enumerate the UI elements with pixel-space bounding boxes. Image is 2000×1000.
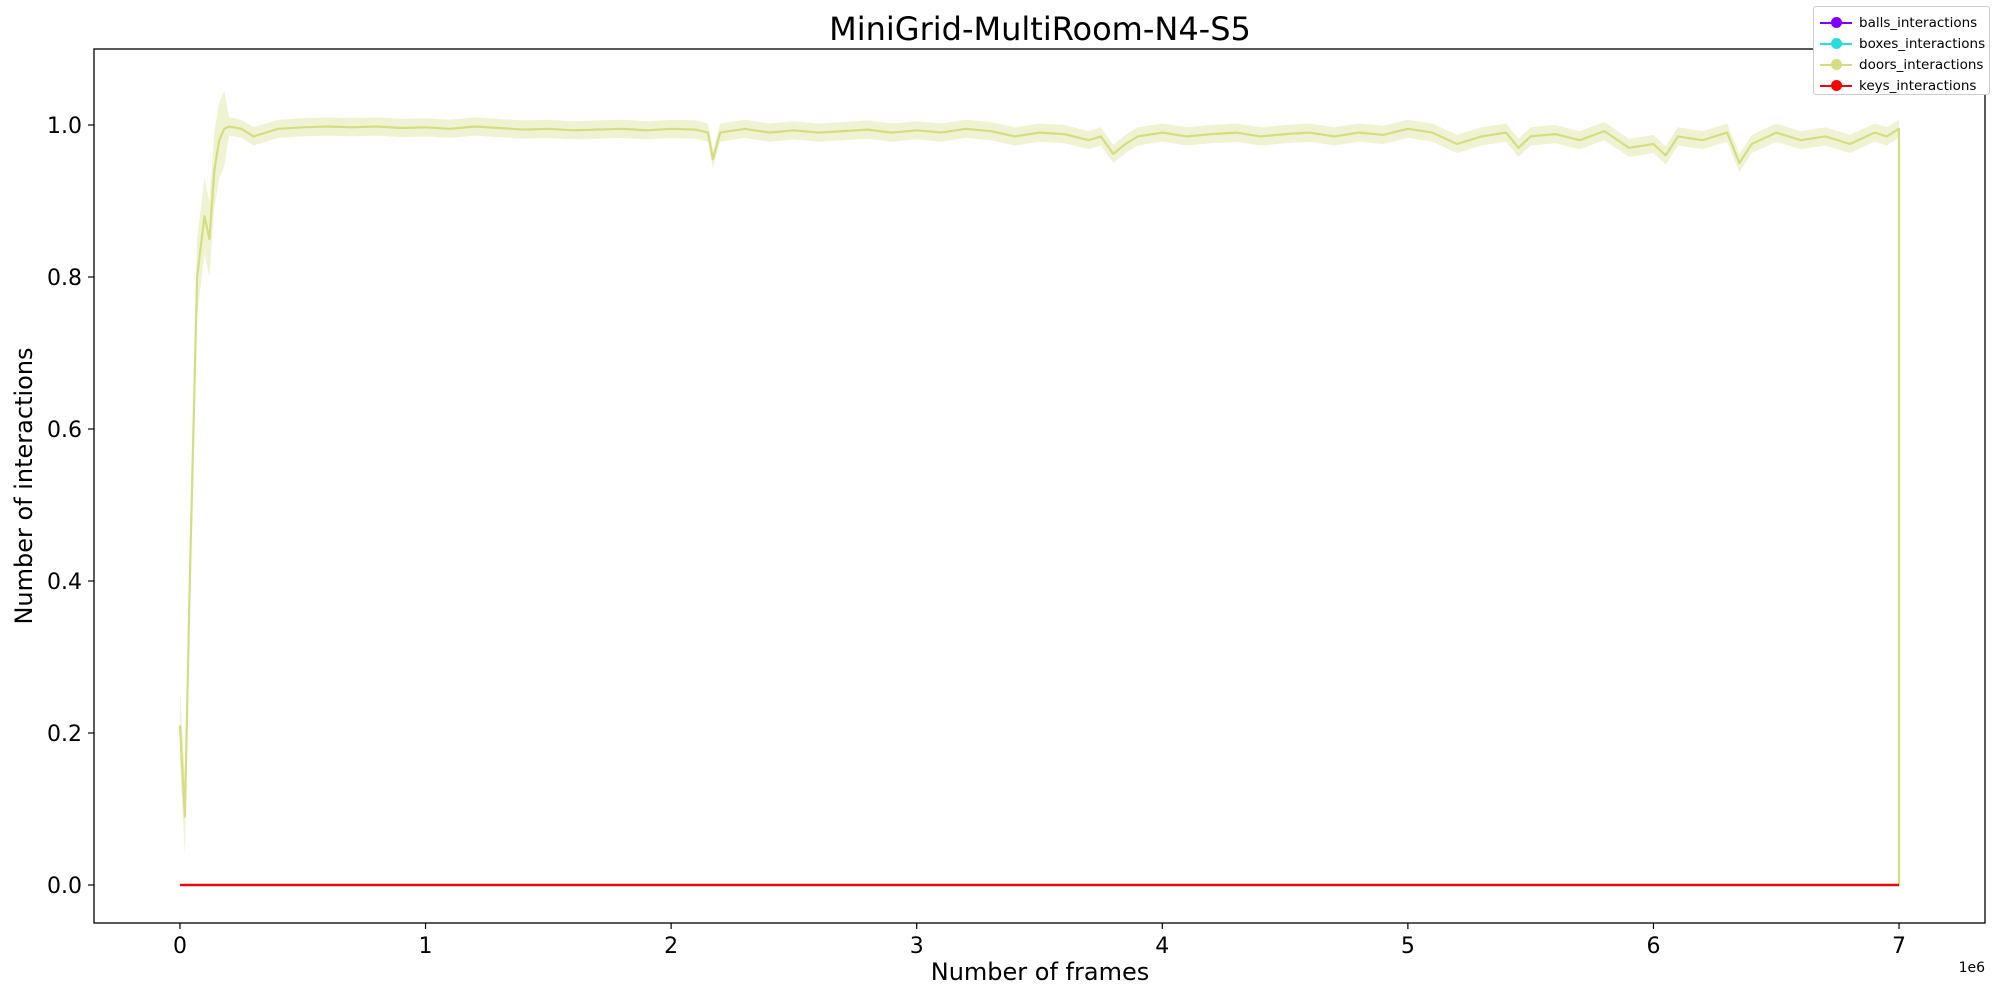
x-tick-label: 2 — [664, 934, 678, 959]
legend-swatch — [1820, 59, 1852, 70]
doors-interactions-band — [180, 90, 1899, 886]
y-tick-label: 0.2 — [47, 722, 82, 747]
y-tick-label: 0.8 — [47, 266, 82, 291]
y-tick-label: 0.0 — [47, 874, 82, 899]
x-tick-label: 7 — [1892, 934, 1906, 959]
x-tick-label: 1 — [419, 934, 433, 959]
doors-interactions-line — [178, 125, 1901, 885]
x-tick-label: 0 — [173, 934, 187, 959]
legend-swatch — [1820, 80, 1852, 91]
y-axis-label: Number of interactions — [10, 347, 38, 624]
chart-title: MiniGrid-MultiRoom-N4-S5 — [829, 10, 1251, 48]
legend-swatch — [1820, 38, 1852, 49]
legend-item-balls-interactions: balls_interactions — [1820, 13, 1977, 33]
legend-item-keys-interactions: keys_interactions — [1820, 76, 1976, 96]
y-tick-label: 1.0 — [47, 114, 82, 139]
y-tick-label: 0.4 — [47, 570, 82, 595]
y-axis: 0.0 0.2 0.4 0.6 0.8 1.0 — [47, 114, 94, 899]
x-axis-label: Number of frames — [931, 958, 1149, 986]
x-tick-label: 5 — [1401, 934, 1415, 959]
legend-label: boxes_interactions — [1859, 36, 1986, 52]
legend-item-doors-interactions: doors_interactions — [1820, 55, 1983, 75]
x-axis-offset-label: 1e6 — [1959, 960, 1986, 976]
x-tick-label: 3 — [910, 934, 924, 959]
x-tick-label: 6 — [1646, 934, 1660, 959]
axes-frame — [93, 48, 1986, 924]
legend-swatch — [1820, 17, 1852, 28]
legend-label: keys_interactions — [1859, 78, 1977, 94]
legend-label: balls_interactions — [1859, 15, 1978, 31]
legend-label: doors_interactions — [1859, 57, 1984, 73]
x-tick-label: 4 — [1155, 934, 1169, 959]
legend-item-boxes-interactions: boxes_interactions — [1820, 34, 1985, 54]
x-axis: 0 1 2 3 4 5 6 7 — [173, 923, 1906, 959]
y-tick-label: 0.6 — [47, 418, 82, 443]
plot-area — [178, 90, 1901, 887]
